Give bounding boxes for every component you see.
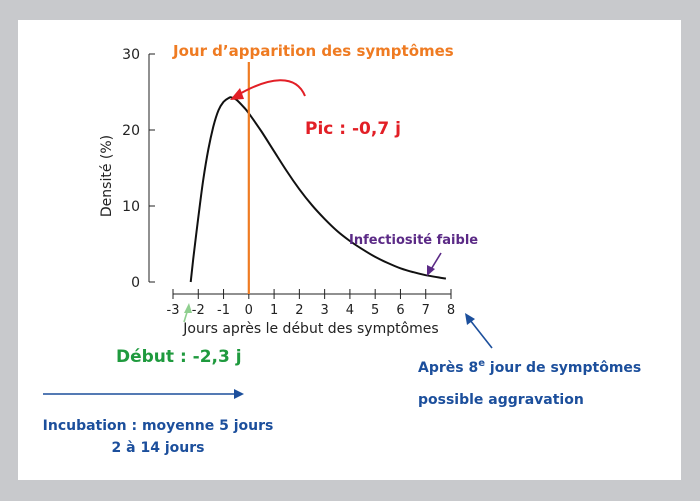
after8-superscript: e xyxy=(478,358,485,369)
x-tick-label: -1 xyxy=(217,303,230,318)
peak-arrow xyxy=(235,79,306,97)
chart-panel xyxy=(18,20,681,480)
y-tick-label: 0 xyxy=(131,275,140,291)
density-curve-0 xyxy=(189,96,447,283)
start-label: Début : -2,3 j xyxy=(116,347,242,367)
start-arrowhead xyxy=(184,303,192,313)
onset-title: Jour d’apparition des symptômes xyxy=(172,42,454,60)
infectiosity-label: Infectiosité faible xyxy=(349,233,478,248)
x-tick-label: 4 xyxy=(346,303,354,318)
x-axis-label: Jours après le début des symptômes xyxy=(182,321,438,337)
y-tick-label: 30 xyxy=(122,47,140,63)
after8-line2: possible aggravation xyxy=(418,392,584,408)
x-tick-label: 6 xyxy=(396,303,404,318)
x-tick-label: 3 xyxy=(320,303,328,318)
after8-arrow xyxy=(469,319,493,349)
x-tick-label: 1 xyxy=(270,303,278,318)
after8-line1: Après 8e jour de symptômes xyxy=(418,358,641,376)
infectiosity-arrowhead xyxy=(427,265,435,276)
y-axis-label: Densité (%) xyxy=(99,135,115,217)
x-tick-label: -2 xyxy=(192,303,205,318)
x-tick-label: 7 xyxy=(422,303,430,318)
after8-prefix: Après 8 xyxy=(418,360,478,376)
y-tick-label: 10 xyxy=(122,199,140,215)
after8-arrowhead xyxy=(465,313,475,325)
after8-suffix: jour de symptômes xyxy=(485,360,641,376)
x-tick-label: 5 xyxy=(371,303,379,318)
plot-area: 0 10 20 30 -3 -2 -1 0 1 2 3 4 5 6 7 8 xyxy=(122,47,455,318)
incubation-line2: 2 à 14 jours xyxy=(112,440,205,456)
peak-label: Pic : -0,7 j xyxy=(305,119,401,139)
x-tick-label: -3 xyxy=(167,303,180,318)
peak-arrowhead xyxy=(230,88,244,100)
y-tick-label: 20 xyxy=(122,123,140,139)
x-tick-label: 8 xyxy=(447,303,455,318)
incubation-line1: Incubation : moyenne 5 jours xyxy=(43,418,274,434)
x-tick-label: 0 xyxy=(245,303,253,318)
incubation-arrowhead xyxy=(234,389,244,399)
x-tick-label: 2 xyxy=(295,303,303,318)
